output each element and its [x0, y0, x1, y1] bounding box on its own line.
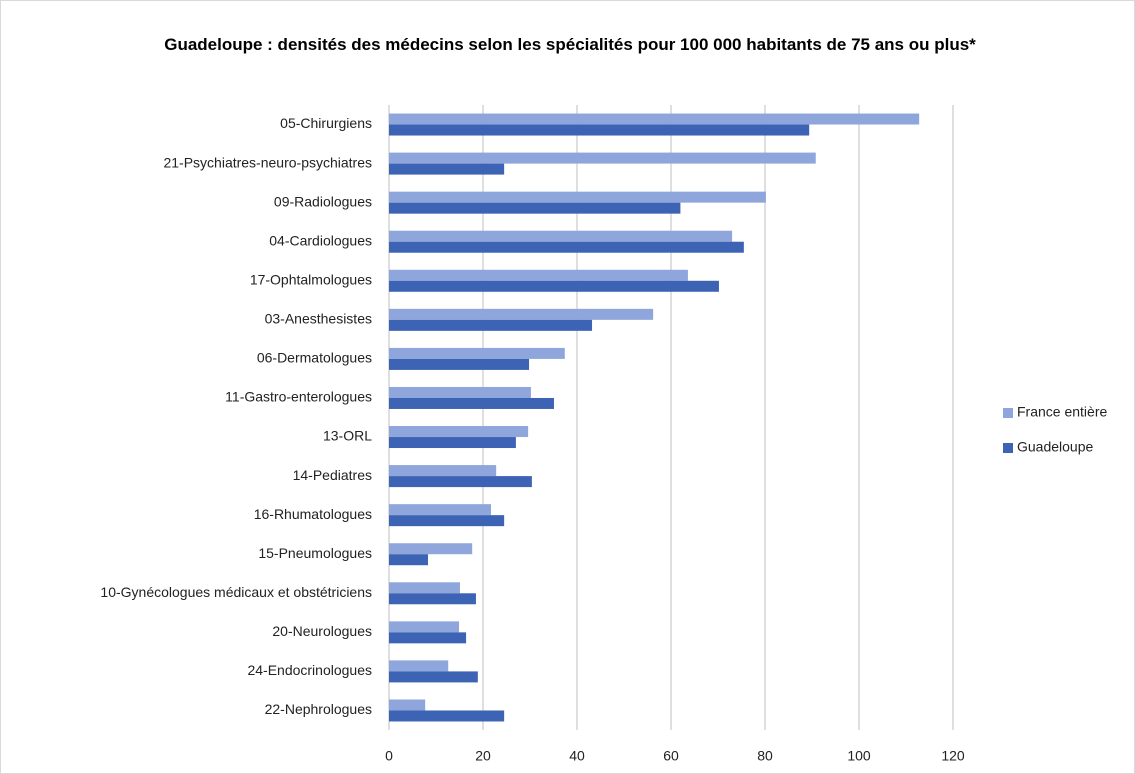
y-tick-label: 21-Psychiatres-neuro-psychiatres: [163, 154, 372, 170]
x-tick-label: 20: [475, 748, 491, 764]
bar: [389, 426, 529, 438]
bar: [389, 319, 593, 331]
y-tick-label: 03-Anesthesistes: [265, 311, 372, 327]
bar: [389, 554, 429, 566]
bar: [389, 671, 478, 683]
bar: [389, 124, 810, 136]
y-tick-label: 05-Chirurgiens: [280, 115, 372, 131]
bar: [389, 152, 816, 164]
bar: [389, 465, 497, 477]
bar: [389, 660, 449, 672]
y-tick-label: 09-Radiologues: [274, 193, 372, 209]
x-tick-label: 40: [569, 748, 585, 764]
x-tick-label: 120: [941, 748, 965, 764]
bar: [389, 437, 516, 449]
y-tick-label: 22-Nephrologues: [265, 701, 372, 717]
y-tick-label: 10-Gynécologues médicaux et obstétricien…: [100, 584, 372, 600]
bar: [389, 632, 467, 644]
x-tick-label: 100: [847, 748, 871, 764]
bar: [389, 543, 473, 555]
legend-label: France entière: [1017, 404, 1107, 420]
y-tick-label: 04-Cardiologues: [269, 232, 372, 248]
bar: [389, 230, 733, 242]
bar: [389, 280, 719, 292]
y-tick-label: 20-Neurologues: [272, 623, 372, 639]
bar: [389, 113, 920, 125]
bar: [389, 621, 460, 633]
x-tick-label: 60: [663, 748, 679, 764]
x-tick-label: 0: [385, 748, 393, 764]
legend-swatch: [1003, 443, 1013, 453]
bar: [389, 308, 654, 320]
legend-swatch: [1003, 408, 1013, 418]
bar: [389, 347, 565, 359]
y-tick-label: 13-ORL: [323, 428, 372, 444]
y-tick-label: 24-Endocrinologues: [247, 662, 372, 678]
y-tick-label: 17-Ophtalmologues: [250, 271, 372, 287]
bar: [389, 397, 554, 409]
y-tick-label: 16-Rhumatologues: [254, 506, 372, 522]
bar: [389, 699, 426, 711]
bar: [389, 504, 491, 516]
bar: [389, 710, 505, 722]
bar: [389, 202, 681, 214]
y-tick-label: 06-Dermatologues: [257, 350, 372, 366]
bar: [389, 476, 532, 488]
bar: [389, 163, 505, 175]
bar: [389, 515, 505, 527]
y-tick-label: 15-Pneumologues: [258, 545, 372, 561]
y-tick-label: 11-Gastro-enterologues: [225, 389, 372, 405]
legend-label: Guadeloupe: [1017, 439, 1094, 455]
bar: [389, 269, 688, 281]
bar: [389, 582, 460, 594]
bar: [389, 386, 531, 398]
x-tick-label: 80: [757, 748, 773, 764]
y-tick-label: 14-Pediatres: [293, 467, 372, 483]
bar: [389, 241, 744, 253]
bar: [389, 593, 476, 605]
chart-title: Guadeloupe : densités des médecins selon…: [164, 35, 976, 54]
bar: [389, 358, 530, 370]
bar: [389, 191, 766, 203]
